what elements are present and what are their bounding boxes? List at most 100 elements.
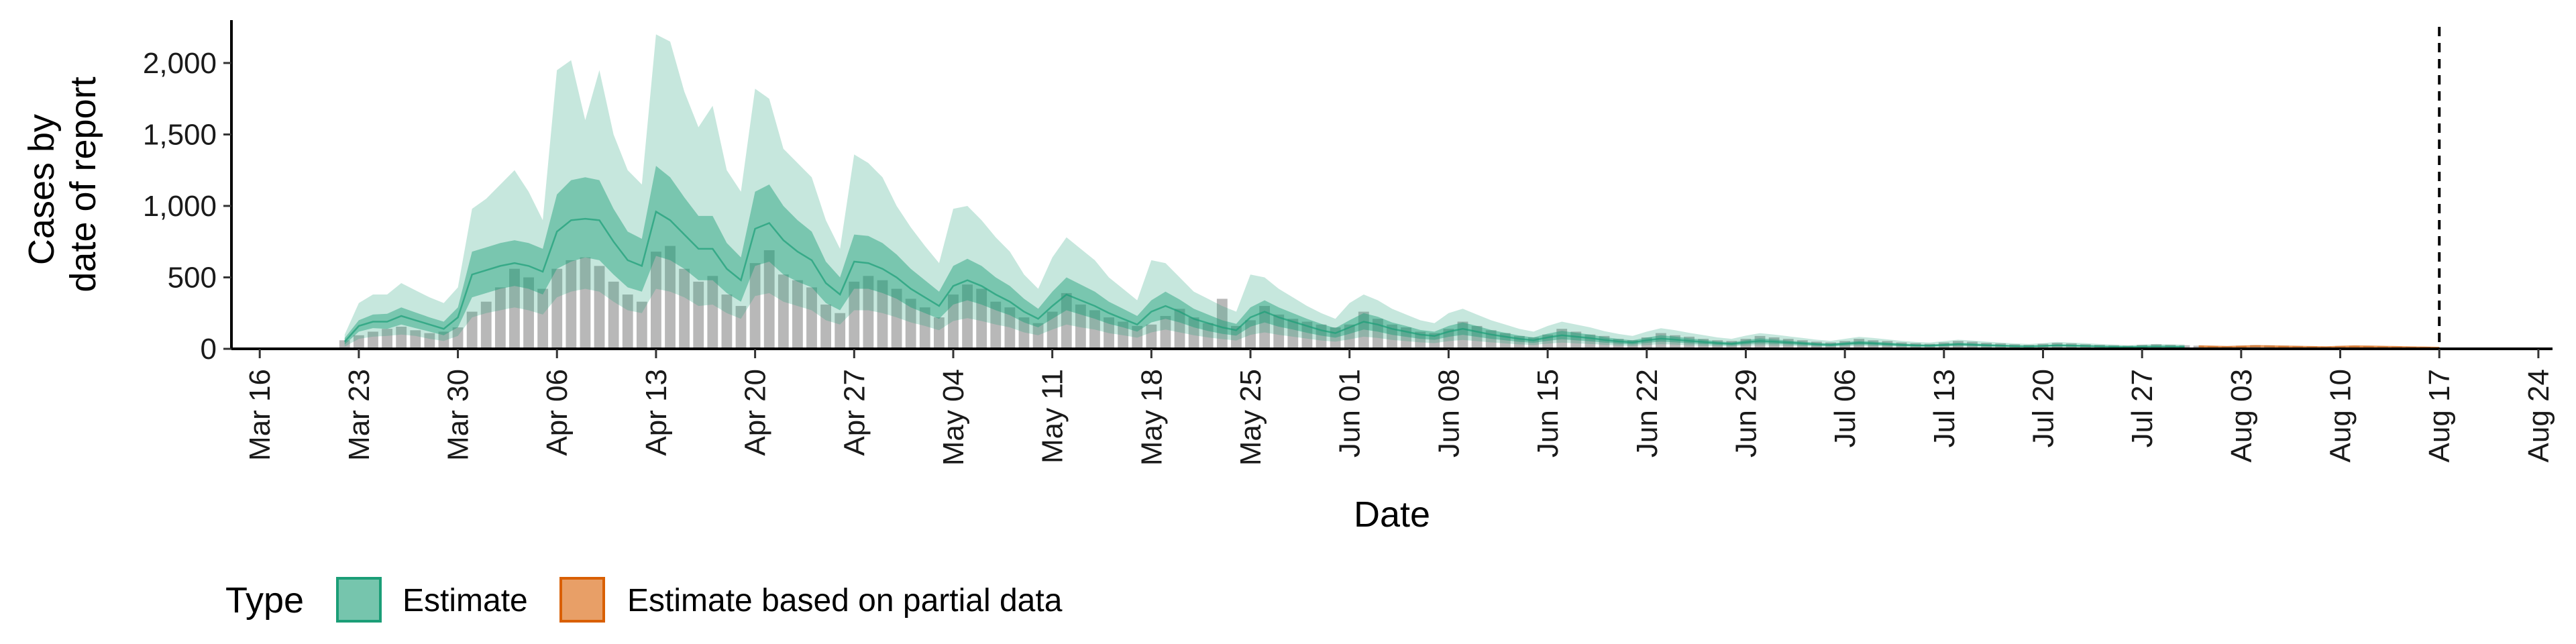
- x-tick-label: Jul 06: [1829, 369, 1862, 447]
- x-tick-label: Mar 16: [244, 369, 276, 461]
- x-tick-label: Jun 29: [1729, 369, 1762, 458]
- x-tick-label: Apr 13: [640, 369, 673, 456]
- x-tick-label: May 25: [1234, 369, 1267, 466]
- y-tick-label: 1,000: [143, 190, 217, 223]
- x-tick-label: May 18: [1135, 369, 1168, 466]
- reported-cases-bar: [1032, 323, 1044, 349]
- x-tick-label: Jun 01: [1334, 369, 1366, 458]
- reported-cases-bar: [679, 268, 690, 349]
- x-tick-label: Aug 03: [2225, 369, 2258, 462]
- x-axis-title: Date: [1354, 494, 1430, 535]
- reported-cases-bar: [523, 277, 534, 349]
- reported-cases-bar: [948, 294, 959, 349]
- reported-cases-bar: [735, 306, 747, 349]
- reported-cases-bar: [1174, 309, 1185, 349]
- x-tick-label: Jun 22: [1631, 369, 1664, 458]
- reported-cases-bar: [849, 281, 860, 349]
- legend-key-partial: [559, 577, 605, 623]
- reported-cases-bar: [1684, 336, 1695, 349]
- reported-cases-bar: [1868, 340, 1879, 349]
- legend-title: Type: [225, 580, 304, 621]
- x-tick-label: Apr 27: [838, 369, 871, 456]
- x-tick-label: Aug 10: [2324, 369, 2357, 462]
- reported-cases-bar: [749, 263, 761, 349]
- x-tick-label: Aug 24: [2522, 369, 2555, 462]
- x-tick-label: Jul 20: [2027, 369, 2059, 447]
- reported-cases-bar: [1061, 292, 1072, 349]
- x-tick-label: Jun 08: [1432, 369, 1465, 458]
- y-tick-label: 1,500: [143, 118, 217, 151]
- reported-cases-bar: [1216, 299, 1228, 349]
- reported-cases-bar: [891, 288, 902, 349]
- y-axis-title: Cases by date of report: [21, 76, 103, 292]
- reported-cases-bar: [1287, 319, 1299, 349]
- y-tick-label: 2,000: [143, 47, 217, 80]
- x-tick-label: May 11: [1036, 369, 1069, 464]
- reported-cases-bar: [1372, 319, 1383, 349]
- reported-cases-bar: [636, 301, 647, 349]
- reported-cases-bar: [1160, 316, 1171, 349]
- reported-cases-bar: [1231, 325, 1242, 349]
- plot-area: [339, 27, 2441, 349]
- reported-cases-bar: [693, 281, 704, 349]
- reported-cases-bar: [835, 313, 846, 349]
- reported-cases-bar: [1387, 324, 1397, 349]
- reported-cases-bar: [1202, 323, 1214, 349]
- reported-cases-bar: [424, 333, 435, 349]
- y-axis-title-line-1: Cases by: [21, 114, 62, 265]
- reported-cases-bar: [962, 284, 973, 349]
- reported-cases-bar: [1754, 335, 1766, 349]
- estimate-median-line: [343, 210, 2185, 348]
- reported-cases-bar: [777, 274, 789, 349]
- legend-label-estimate: Estimate: [402, 583, 528, 619]
- x-tick-label: Mar 30: [442, 369, 475, 461]
- reported-cases-bar: [933, 317, 945, 349]
- reported-cases-bar: [1655, 333, 1666, 349]
- reported-cases-bar: [480, 301, 492, 349]
- reported-cases-bar: [1344, 324, 1355, 349]
- reported-cases-bar: [466, 311, 478, 349]
- reported-cases-bar: [1415, 331, 1426, 349]
- reported-cases-bar: [1118, 321, 1129, 349]
- axes: 0 500 1,000 1,500 2,000 Mar 16 Mar 23 Mar 30 Apr…: [143, 20, 2555, 466]
- reported-cases-bar: [1811, 341, 1822, 349]
- partial-estimate-line: [2198, 345, 2440, 349]
- reported-cases-bar: [1089, 310, 1100, 349]
- reported-cases-bar: [580, 257, 591, 349]
- reported-cases-bar: [707, 276, 718, 349]
- reported-cases-bar: [594, 266, 605, 349]
- reported-cases-bar: [1839, 341, 1851, 349]
- reported-cases-bar: [1046, 311, 1058, 349]
- reported-cases-bar: [1854, 339, 1865, 349]
- estimate-90-ribbon: [344, 34, 2185, 348]
- reported-cases-bar: [1188, 317, 1199, 349]
- reported-cases-bar: [1443, 329, 1454, 349]
- reported-cases-bar: [1146, 324, 1157, 349]
- reported-cases-bar: [1132, 325, 1143, 349]
- y-tick-label: 500: [168, 261, 217, 294]
- reported-cases-bar: [1018, 317, 1030, 349]
- y-axis-title-line-2: date of report: [63, 76, 103, 292]
- reported-cases-bar: [1457, 321, 1468, 349]
- x-tick-label: May 04: [937, 369, 970, 466]
- x-tick-label: Aug 17: [2423, 369, 2456, 462]
- reported-cases-bar: [1004, 307, 1016, 349]
- reported-cases-bar: [806, 287, 817, 349]
- legend-key-estimate: [336, 577, 382, 623]
- reported-cases-bar: [368, 331, 378, 349]
- reported-cases-bar: [339, 340, 350, 349]
- reported-cases-bar: [905, 299, 916, 349]
- reported-cases-bar: [1245, 320, 1256, 349]
- reported-cases-bar: [1075, 304, 1086, 349]
- reported-cases-bar: [566, 260, 577, 349]
- reported-cases-bar: [1104, 317, 1114, 349]
- x-tick-label: Jul 13: [1928, 369, 1961, 447]
- x-tick-label: Jul 27: [2126, 369, 2159, 447]
- reported-cases-bar: [1358, 311, 1369, 349]
- reported-cases-bar: [622, 294, 633, 349]
- reported-cases-bar: [1726, 341, 1737, 349]
- reported-cases-bar: [820, 304, 832, 349]
- reported-cases-bar: [438, 331, 449, 349]
- reported-cases-bar: [452, 327, 464, 349]
